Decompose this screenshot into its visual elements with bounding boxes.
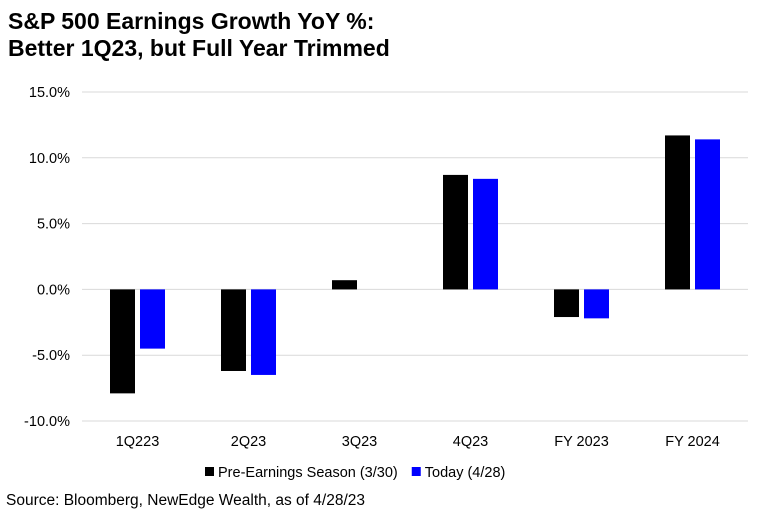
legend-label: Pre-Earnings Season (3/30) [218,465,398,481]
y-tick-label: 0.0% [37,282,70,298]
legend-label: Today (4/28) [425,465,506,481]
bar [584,289,609,319]
chart-title: S&P 500 Earnings Growth YoY %: Better 1Q… [8,8,390,62]
legend-swatch [205,467,214,476]
source-note: Source: Bloomberg, NewEdge Wealth, as of… [6,492,366,509]
bar [473,178,498,290]
y-tick-label: -5.0% [32,348,70,364]
bar [332,280,357,290]
x-tick-label: 4Q23 [453,434,488,450]
title-line-1: S&P 500 Earnings Growth YoY %: [8,8,375,34]
y-tick-label: 15.0% [29,85,70,101]
y-tick-label: -10.0% [24,414,70,430]
bar [695,139,720,290]
x-tick-label: FY 2024 [665,434,720,450]
x-tick-label: 3Q23 [342,434,377,450]
legend-swatch [411,467,421,476]
title-line-2: Better 1Q23, but Full Year Trimmed [8,35,390,61]
x-tick-label: 2Q23 [231,434,266,450]
bar [221,289,246,371]
y-tick-label: 10.0% [29,151,70,167]
bar [554,289,579,318]
x-tick-label: FY 2023 [554,434,609,450]
bar [443,174,468,290]
bar [251,289,276,375]
bar [140,289,165,349]
bar [665,135,690,290]
y-tick-label: 5.0% [37,217,70,233]
bar [110,289,135,394]
x-tick-label: 1Q223 [116,434,160,450]
